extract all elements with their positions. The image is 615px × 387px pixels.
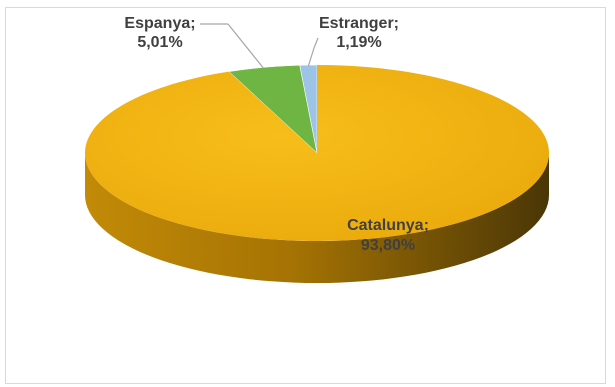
- leader-line-estranger: [313, 37, 319, 49]
- data-labels: Catalunya; 93,80% Espanya; 5,01% Estrang…: [124, 15, 428, 254]
- pie-slice-espanya: [228, 64, 318, 154]
- espanya-label-name: Espanya;: [124, 15, 195, 32]
- espanya-label-value: 5,01%: [137, 34, 182, 51]
- catalunya-label-name: Catalunya;: [347, 217, 429, 234]
- estranger-label-value: 1,19%: [336, 34, 381, 51]
- catalunya-label-value: 93,80%: [361, 237, 415, 254]
- pie-top-face: [85, 64, 550, 241]
- pie-side-wall: [85, 153, 549, 283]
- leader-line-tip-espanya: [227, 23, 265, 69]
- pie-slice-catalunya: [85, 65, 550, 241]
- leader-line-tip-estranger: [307, 47, 315, 67]
- leader-lines: [200, 23, 319, 69]
- pie-side-shade: [85, 153, 549, 283]
- estranger-label-name: Estranger;: [319, 15, 399, 32]
